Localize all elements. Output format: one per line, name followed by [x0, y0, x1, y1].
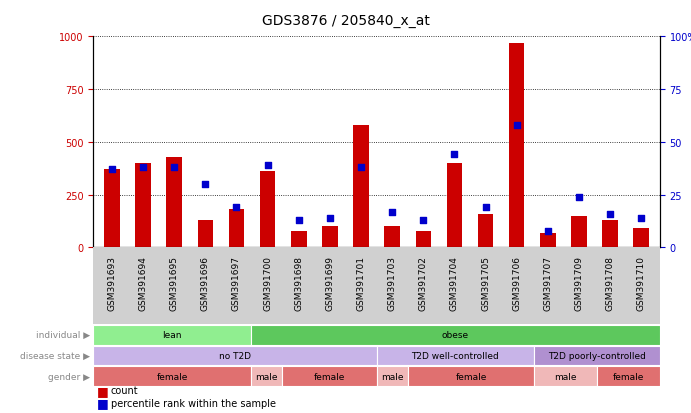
Bar [571, 216, 587, 248]
Bar [477, 214, 493, 248]
Bar [282, 366, 377, 386]
Text: GSM391704: GSM391704 [450, 255, 459, 310]
Text: individual ▶: individual ▶ [36, 330, 90, 339]
Text: count: count [111, 385, 138, 395]
Bar [167, 157, 182, 248]
Text: GSM391702: GSM391702 [419, 255, 428, 310]
Point [418, 217, 429, 224]
Text: GSM391698: GSM391698 [294, 255, 303, 310]
Text: gender ▶: gender ▶ [48, 372, 90, 381]
Bar [446, 164, 462, 248]
Bar [229, 210, 245, 248]
Point [480, 204, 491, 211]
Point [324, 215, 335, 222]
Bar [251, 366, 282, 386]
Bar [377, 346, 534, 366]
Point [231, 204, 242, 211]
Point [542, 228, 553, 234]
Bar [291, 231, 307, 248]
Text: obese: obese [442, 330, 469, 339]
Text: female: female [156, 372, 188, 381]
Point [387, 209, 398, 215]
Bar [377, 366, 408, 386]
Bar [634, 229, 649, 248]
Point [636, 215, 647, 222]
Bar [534, 346, 660, 366]
Text: female: female [613, 372, 644, 381]
Bar [408, 366, 534, 386]
Point [355, 164, 366, 171]
Text: no T2D: no T2D [219, 351, 251, 360]
Bar [534, 366, 597, 386]
Bar [93, 346, 377, 366]
Point [200, 181, 211, 188]
Point [106, 166, 117, 173]
Text: T2D well-controlled: T2D well-controlled [411, 351, 499, 360]
Bar [384, 227, 400, 248]
Text: ■: ■ [97, 384, 108, 397]
Text: GSM391709: GSM391709 [574, 255, 583, 310]
Point [293, 217, 304, 224]
Bar [260, 172, 276, 248]
Text: female: female [455, 372, 486, 381]
Bar [198, 221, 213, 248]
Text: female: female [314, 372, 345, 381]
Text: disease state ▶: disease state ▶ [20, 351, 90, 360]
Text: GSM391707: GSM391707 [543, 255, 552, 310]
Text: lean: lean [162, 330, 182, 339]
Text: percentile rank within the sample: percentile rank within the sample [111, 398, 276, 408]
Text: T2D poorly-controlled: T2D poorly-controlled [548, 351, 646, 360]
Text: GSM391700: GSM391700 [263, 255, 272, 310]
Bar [509, 43, 524, 248]
Text: GSM391696: GSM391696 [201, 255, 210, 310]
Point [511, 122, 522, 129]
Bar [251, 325, 660, 345]
Point [574, 194, 585, 201]
Text: GDS3876 / 205840_x_at: GDS3876 / 205840_x_at [262, 14, 429, 28]
Bar [540, 233, 556, 248]
Text: GSM391699: GSM391699 [325, 255, 334, 310]
Text: GSM391695: GSM391695 [170, 255, 179, 310]
Bar [415, 231, 431, 248]
Point [138, 164, 149, 171]
Bar [104, 170, 120, 248]
Text: GSM391693: GSM391693 [108, 255, 117, 310]
Text: GSM391708: GSM391708 [605, 255, 614, 310]
Bar [135, 164, 151, 248]
Text: GSM391697: GSM391697 [232, 255, 241, 310]
Text: GSM391710: GSM391710 [636, 255, 645, 310]
Text: male: male [255, 372, 278, 381]
Text: male: male [381, 372, 404, 381]
Text: GSM391706: GSM391706 [512, 255, 521, 310]
Text: GSM391701: GSM391701 [357, 255, 366, 310]
Point [605, 211, 616, 217]
Text: GSM391694: GSM391694 [139, 255, 148, 310]
Bar [603, 221, 618, 248]
Point [169, 164, 180, 171]
Point [449, 152, 460, 159]
Point [262, 162, 273, 169]
Bar [597, 366, 660, 386]
Text: GSM391703: GSM391703 [388, 255, 397, 310]
Bar [322, 227, 338, 248]
Text: male: male [554, 372, 577, 381]
Bar [93, 366, 251, 386]
Text: ■: ■ [97, 396, 108, 409]
Bar [353, 126, 369, 248]
Text: GSM391705: GSM391705 [481, 255, 490, 310]
Bar [93, 325, 251, 345]
